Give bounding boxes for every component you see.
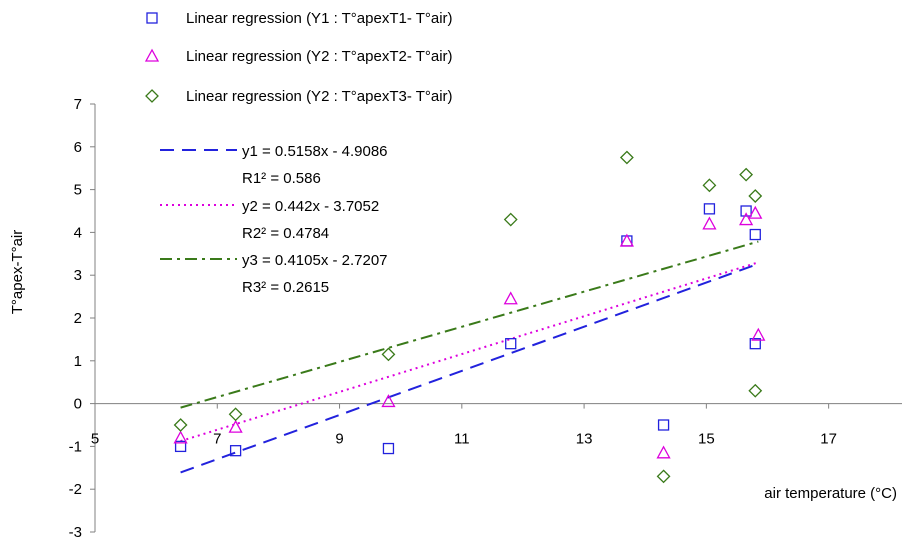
- data-point-series-2: [503, 291, 518, 305]
- data-point-series-1: [740, 205, 752, 217]
- y-tick-label: -3: [69, 524, 82, 540]
- data-point-series-1: [505, 338, 517, 350]
- data-point-series-2: [619, 233, 634, 247]
- trendline-equation: y3 = 0.4105x - 2.7207: [242, 252, 388, 269]
- legend-marker-square: [146, 12, 158, 24]
- trendlines: [180, 240, 759, 474]
- data-point-series-2: [173, 430, 188, 444]
- data-point-series-2: [381, 394, 396, 408]
- legend-entry: Linear regression (Y1 : T°apexT1- T°air): [146, 10, 453, 27]
- data-point-series-1: [749, 228, 761, 241]
- y-tick-label: -1: [69, 438, 82, 455]
- y-tick-label: 0: [74, 396, 82, 413]
- data-point-series-3: [173, 418, 188, 432]
- data-point-series-3: [748, 383, 763, 398]
- data-point-series-3: [619, 150, 634, 165]
- data-point-series-3: [381, 347, 396, 362]
- legend-entry: Linear regression (Y2 : T°apexT2- T°air): [144, 48, 453, 65]
- data-point-series-3: [228, 407, 243, 422]
- data-point-series-1: [657, 419, 670, 431]
- y-tick-label: 5: [74, 182, 82, 199]
- legend-entry: Linear regression (Y2 : T°apexT3- T°air): [145, 88, 453, 105]
- x-tick-label: 15: [698, 431, 715, 448]
- data-point-series-3: [748, 189, 763, 203]
- legend-label: Linear regression (Y2 : T°apexT3- T°air): [186, 88, 453, 105]
- data-point-series-3: [702, 178, 717, 193]
- data-point-series-3: [739, 167, 754, 182]
- y-tick-label: 7: [74, 96, 82, 113]
- y-tick-label: 3: [74, 267, 82, 284]
- data-point-series-3: [503, 212, 518, 227]
- legend-marker-diamond: [145, 89, 159, 103]
- y-tick-label: 4: [74, 224, 82, 241]
- trendline-equation: y1 = 0.5158x - 4.9086: [242, 143, 388, 160]
- data-point-series-2: [748, 205, 763, 219]
- y-tick-label: 6: [74, 139, 82, 156]
- axes: -3 -2 -1 0 1 2 3 4 5 6 7 5 7 9 11 13 15 17: [69, 96, 902, 540]
- data-point-series-1: [229, 445, 242, 457]
- y-axis-label: T°apex-T°air: [9, 230, 26, 315]
- x-tick-label: 11: [454, 431, 470, 448]
- x-axis-label: air temperature (°C): [764, 485, 897, 502]
- y-tick-label: 1: [74, 353, 82, 370]
- data-point-series-2: [656, 445, 671, 459]
- y-tick-label: 2: [74, 310, 82, 327]
- trendline-r-squared: R1² = 0.586: [242, 170, 321, 187]
- trendline-equation: y2 = 0.442x - 3.7052: [242, 198, 379, 215]
- x-tick-label: 9: [335, 431, 343, 448]
- data-point-series-1: [749, 338, 761, 350]
- data-point-series-2: [739, 212, 754, 226]
- data-point-series-2: [228, 419, 243, 433]
- data-point-series-1: [174, 440, 187, 453]
- trendline-annotations: y1 = 0.5158x - 4.9086 R1² = 0.586 y2 = 0.4…: [160, 143, 388, 296]
- trendline-3: [180, 240, 759, 409]
- data-point-series-2: [751, 327, 766, 341]
- data-points: [173, 150, 766, 484]
- data-point-series-3: [656, 469, 671, 484]
- trendline-r-squared: R3² = 0.2615: [242, 279, 329, 296]
- data-point-series-1: [703, 203, 716, 215]
- x-tick-label: 17: [820, 431, 837, 448]
- trendline-r-squared: R2² = 0.4784: [242, 225, 329, 242]
- x-tick-label: 7: [213, 431, 221, 448]
- legend-marker-triangle: [144, 48, 160, 62]
- trendline-1: [180, 262, 759, 474]
- legend: Linear regression (Y1 : T°apexT1- T°air)…: [144, 10, 453, 105]
- y-tick-label: -2: [69, 481, 82, 498]
- legend-label: Linear regression (Y1 : T°apexT1- T°air): [186, 10, 453, 27]
- data-point-series-1: [382, 442, 395, 455]
- legend-label: Linear regression (Y2 : T°apexT2- T°air): [186, 48, 453, 65]
- x-tick-label: 5: [91, 431, 99, 448]
- x-tick-label: 13: [576, 431, 593, 448]
- data-point-series-2: [702, 216, 717, 230]
